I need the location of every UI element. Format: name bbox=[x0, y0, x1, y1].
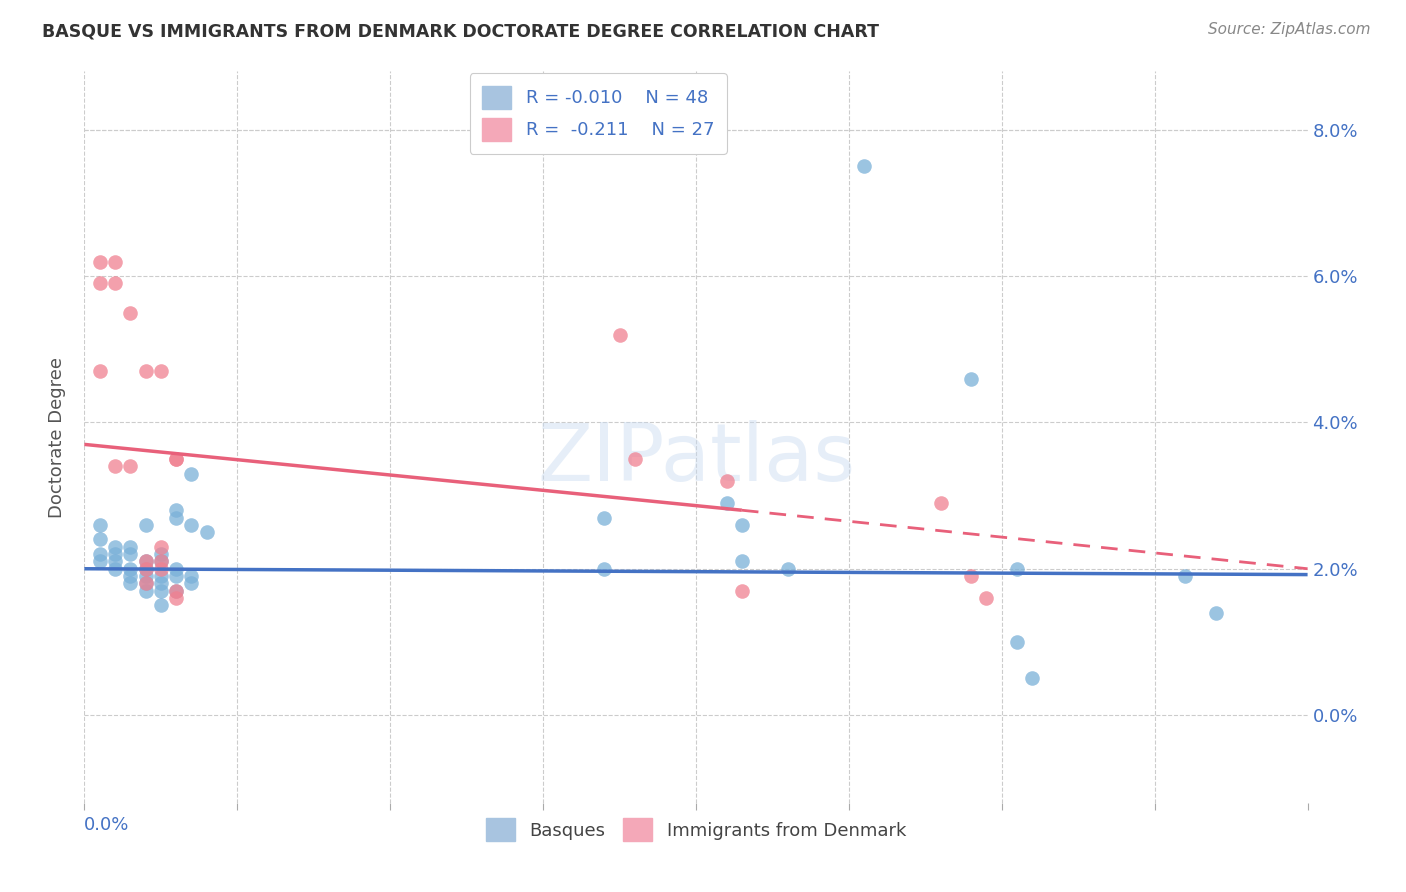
Point bbox=[104, 254, 127, 268]
Point bbox=[716, 474, 738, 488]
Point bbox=[165, 452, 187, 467]
Point bbox=[120, 547, 142, 561]
Point bbox=[776, 562, 799, 576]
Point bbox=[135, 583, 157, 598]
Point bbox=[593, 510, 616, 524]
Point bbox=[104, 547, 127, 561]
Point bbox=[89, 254, 111, 268]
Point bbox=[180, 517, 202, 532]
Text: Source: ZipAtlas.com: Source: ZipAtlas.com bbox=[1208, 22, 1371, 37]
Point bbox=[104, 277, 127, 291]
Point bbox=[716, 496, 738, 510]
Point bbox=[593, 562, 616, 576]
Point bbox=[120, 459, 142, 474]
Point bbox=[149, 540, 172, 554]
Point bbox=[960, 569, 983, 583]
Point bbox=[1005, 635, 1028, 649]
Point bbox=[135, 576, 157, 591]
Point bbox=[89, 533, 111, 547]
Point bbox=[135, 554, 157, 568]
Point bbox=[1005, 562, 1028, 576]
Point bbox=[1205, 606, 1227, 620]
Point bbox=[165, 510, 187, 524]
Point bbox=[976, 591, 998, 605]
Point bbox=[89, 517, 111, 532]
Point bbox=[104, 459, 127, 474]
Point bbox=[89, 277, 111, 291]
Legend: Basques, Immigrants from Denmark: Basques, Immigrants from Denmark bbox=[475, 807, 917, 852]
Point bbox=[135, 576, 157, 591]
Point bbox=[149, 554, 172, 568]
Point bbox=[149, 554, 172, 568]
Point bbox=[165, 591, 187, 605]
Point bbox=[120, 540, 142, 554]
Point bbox=[135, 364, 157, 378]
Point bbox=[89, 547, 111, 561]
Point bbox=[624, 452, 647, 467]
Text: ZIPatlas: ZIPatlas bbox=[537, 420, 855, 498]
Point bbox=[104, 554, 127, 568]
Point bbox=[104, 562, 127, 576]
Point bbox=[135, 562, 157, 576]
Point bbox=[120, 576, 142, 591]
Point bbox=[165, 503, 187, 517]
Point bbox=[149, 583, 172, 598]
Point bbox=[960, 371, 983, 385]
Point bbox=[165, 562, 187, 576]
Text: BASQUE VS IMMIGRANTS FROM DENMARK DOCTORATE DEGREE CORRELATION CHART: BASQUE VS IMMIGRANTS FROM DENMARK DOCTOR… bbox=[42, 22, 879, 40]
Point bbox=[104, 540, 127, 554]
Point bbox=[120, 569, 142, 583]
Point bbox=[120, 306, 142, 320]
Point bbox=[165, 452, 187, 467]
Point bbox=[195, 525, 218, 540]
Point bbox=[149, 576, 172, 591]
Point bbox=[149, 364, 172, 378]
Point bbox=[180, 576, 202, 591]
Point bbox=[120, 562, 142, 576]
Point bbox=[180, 467, 202, 481]
Point bbox=[149, 599, 172, 613]
Point bbox=[135, 569, 157, 583]
Y-axis label: Doctorate Degree: Doctorate Degree bbox=[48, 357, 66, 517]
Point bbox=[89, 554, 111, 568]
Point bbox=[135, 554, 157, 568]
Point bbox=[149, 562, 172, 576]
Point bbox=[731, 554, 754, 568]
Point bbox=[731, 583, 754, 598]
Point bbox=[853, 160, 876, 174]
Point bbox=[149, 547, 172, 561]
Point bbox=[135, 517, 157, 532]
Point bbox=[1174, 569, 1197, 583]
Point bbox=[89, 364, 111, 378]
Point bbox=[149, 569, 172, 583]
Point bbox=[165, 583, 187, 598]
Point bbox=[135, 562, 157, 576]
Point bbox=[1021, 672, 1043, 686]
Point bbox=[165, 583, 187, 598]
Point bbox=[165, 569, 187, 583]
Point bbox=[180, 569, 202, 583]
Point bbox=[609, 327, 631, 342]
Point bbox=[929, 496, 952, 510]
Point bbox=[731, 517, 754, 532]
Text: 0.0%: 0.0% bbox=[84, 816, 129, 834]
